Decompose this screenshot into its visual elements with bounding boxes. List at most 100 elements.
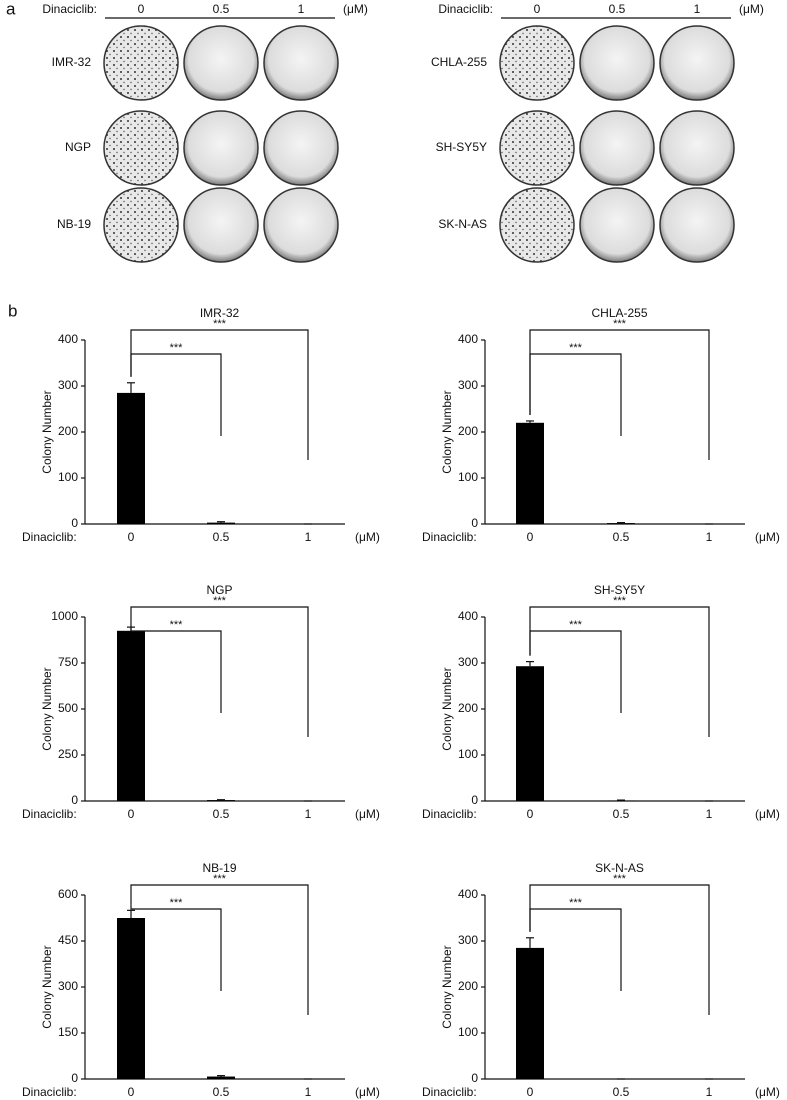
- well: [579, 25, 655, 101]
- y-tick-label: 0: [71, 516, 78, 530]
- y-tick-label: 450: [58, 933, 78, 947]
- significance-bracket: [529, 329, 710, 460]
- y-tick-label: 100: [458, 470, 478, 484]
- y-tick-label: 300: [58, 979, 78, 993]
- y-tick-label: 400: [458, 609, 478, 623]
- x-tick-label: 0: [527, 1085, 534, 1099]
- y-tick-label: 300: [458, 933, 478, 947]
- x-tick-label: 0: [128, 530, 135, 544]
- bar: [516, 666, 544, 801]
- significance-bracket: [529, 884, 710, 1015]
- dose-label: 1: [694, 2, 701, 16]
- x-tick-label: 1: [706, 530, 713, 544]
- x-tick-label: 0: [527, 807, 534, 821]
- x-tick-label: 0.5: [613, 807, 630, 821]
- well: [183, 25, 259, 101]
- y-tick-label: 0: [471, 793, 478, 807]
- x-axis-label: Dinaciclib:: [22, 530, 77, 544]
- significance-label: ***: [170, 342, 184, 354]
- dose-header: Dinaciclib:: [42, 2, 97, 16]
- y-tick-label: 200: [458, 701, 478, 715]
- cell-line-label: SH-SY5Y: [436, 140, 487, 154]
- y-tick-label: 0: [71, 1071, 78, 1085]
- y-tick-label: 0: [471, 1071, 478, 1085]
- dose-label: 0: [534, 2, 541, 16]
- x-tick-label: 1: [706, 1085, 713, 1099]
- well: [103, 187, 179, 263]
- significance-label: ***: [213, 873, 227, 885]
- x-tick-label: 0.5: [613, 530, 630, 544]
- cell-line-label: NGP: [65, 140, 91, 154]
- significance-label: ***: [569, 619, 583, 631]
- y-tick-label: 300: [58, 378, 78, 392]
- y-tick-label: 200: [58, 424, 78, 438]
- chart-title: NGP: [206, 583, 232, 597]
- unit-label: (μM): [739, 2, 764, 16]
- significance-bracket: [130, 606, 309, 737]
- x-tick-label: 1: [305, 1085, 312, 1099]
- y-tick-label: 100: [458, 1025, 478, 1039]
- chart-title: SK-N-AS: [595, 861, 644, 875]
- y-tick-label: 250: [58, 747, 78, 761]
- y-axis-label: Colony Number: [40, 390, 54, 473]
- x-unit-label: (μM): [355, 1085, 380, 1099]
- chart-title: SH-SY5Y: [594, 583, 645, 597]
- y-axis-label: Colony Number: [440, 667, 454, 750]
- dose-label: 0.5: [213, 2, 230, 16]
- x-tick-label: 0.5: [213, 530, 230, 544]
- x-axis-label: Dinaciclib:: [22, 807, 77, 821]
- y-axis-label: Colony Number: [40, 667, 54, 750]
- cell-line-label: NB-19: [57, 217, 91, 231]
- cell-line-label: CHLA-255: [431, 55, 487, 69]
- x-unit-label: (μM): [755, 1085, 780, 1099]
- y-tick-label: 600: [58, 887, 78, 901]
- well: [183, 110, 259, 186]
- panel-label: b: [8, 301, 17, 320]
- y-axis-label: Colony Number: [440, 945, 454, 1028]
- bar: [607, 523, 635, 524]
- significance-bracket: [130, 329, 309, 460]
- x-tick-label: 0.5: [213, 1085, 230, 1099]
- significance-bracket: [130, 621, 222, 713]
- y-axis-label: Colony Number: [440, 390, 454, 473]
- x-axis-label: Dinaciclib:: [422, 530, 477, 544]
- x-tick-label: 1: [305, 530, 312, 544]
- y-tick-label: 400: [58, 332, 78, 346]
- chart-title: NB-19: [202, 861, 236, 875]
- bar: [117, 392, 145, 524]
- y-tick-label: 750: [58, 655, 78, 669]
- dose-label: 1: [298, 2, 305, 16]
- x-tick-label: 0.5: [613, 1085, 630, 1099]
- well: [499, 187, 575, 263]
- x-unit-label: (μM): [355, 530, 380, 544]
- cell-line-label: SK-N-AS: [438, 217, 487, 231]
- dose-label: 0: [138, 2, 145, 16]
- significance-label: ***: [213, 318, 227, 330]
- chart-title: IMR-32: [200, 306, 240, 320]
- y-tick-label: 400: [458, 887, 478, 901]
- x-tick-label: 0.5: [213, 807, 230, 821]
- bar: [117, 918, 145, 1079]
- significance-label: ***: [170, 619, 184, 631]
- x-unit-label: (μM): [755, 530, 780, 544]
- x-axis-label: Dinaciclib:: [422, 1085, 477, 1099]
- bar: [117, 630, 145, 801]
- y-tick-label: 0: [71, 793, 78, 807]
- y-tick-label: 200: [458, 424, 478, 438]
- y-tick-label: 200: [458, 979, 478, 993]
- y-tick-label: 300: [458, 378, 478, 392]
- x-tick-label: 0: [527, 530, 534, 544]
- significance-label: ***: [569, 897, 583, 909]
- y-tick-label: 1000: [51, 609, 78, 623]
- x-axis-label: Dinaciclib:: [22, 1085, 77, 1099]
- bar: [516, 422, 544, 524]
- well: [103, 110, 179, 186]
- y-tick-label: 150: [58, 1025, 78, 1039]
- significance-label: ***: [170, 897, 184, 909]
- significance-bracket: [529, 606, 710, 737]
- significance-label: ***: [569, 342, 583, 354]
- bar: [516, 947, 544, 1079]
- significance-label: ***: [613, 873, 627, 885]
- well: [183, 187, 259, 263]
